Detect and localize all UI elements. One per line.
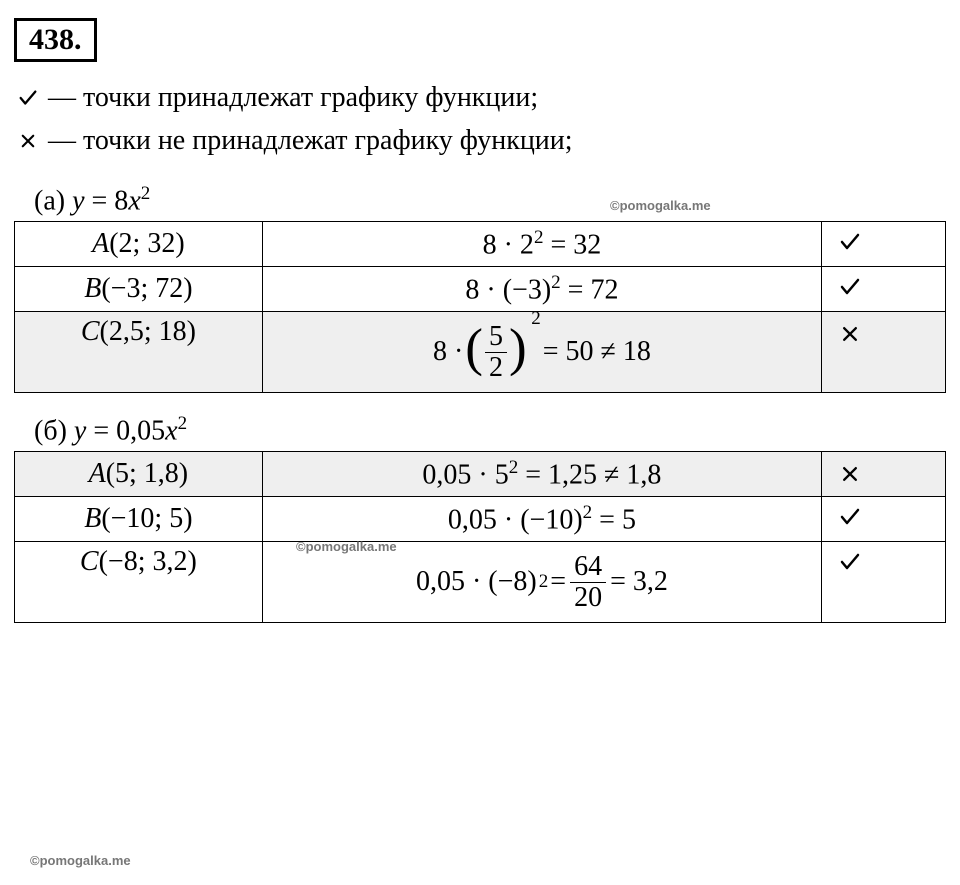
- table-row: A(5; 1,8)0,05 · 52 = 1,25 ≠ 1,8: [15, 452, 946, 497]
- result-cell: [822, 267, 946, 312]
- points-table: A(2; 32)8 · 22 = 32B(−3; 72)8 · (−3)2 = …: [14, 221, 946, 393]
- result-cell: [822, 452, 946, 497]
- problem-number: 438.: [14, 18, 97, 62]
- result-cell: [822, 222, 946, 267]
- table-row: C(−8; 3,2)0,05 · (−8)2 = 6420 = 3,2: [15, 542, 946, 623]
- section-label: (а) y = 8x2: [34, 183, 946, 217]
- point-cell: C(−8; 3,2): [15, 542, 263, 623]
- watermark: ©pomogalka.me: [296, 539, 397, 554]
- result-cell: [822, 312, 946, 393]
- calculation-cell: 8 · (52)2 = 50 ≠ 18: [262, 312, 821, 393]
- point-cell: A(5; 1,8): [15, 452, 263, 497]
- result-cell: [822, 542, 946, 623]
- watermark: ©pomogalka.me: [30, 853, 131, 868]
- calculation-cell: 0,05 · 52 = 1,25 ≠ 1,8: [262, 452, 821, 497]
- table-row: B(−10; 5)0,05 · (−10)2 = 5: [15, 497, 946, 542]
- check-icon: [836, 550, 864, 574]
- legend-belongs-row: — точки принадлежат графику функции;: [14, 76, 946, 119]
- cross-icon: [836, 324, 864, 344]
- watermark: ©pomogalka.me: [610, 198, 711, 213]
- point-cell: B(−3; 72): [15, 267, 263, 312]
- legend: — точки принадлежат графику функции; — т…: [14, 76, 946, 163]
- check-icon: [836, 505, 864, 529]
- legend-not-belongs-row: — точки не принадлежат графику функции;: [14, 119, 946, 162]
- legend-not-belongs-text: — точки не принадлежат графику функции;: [48, 119, 573, 162]
- legend-belongs-text: — точки принадлежат графику функции;: [48, 76, 538, 119]
- calculation-cell: 0,05 · (−10)2 = 5: [262, 497, 821, 542]
- cross-icon: [836, 464, 864, 484]
- section-label: (б) y = 0,05x2: [34, 413, 946, 447]
- calculation-cell: 8 · 22 = 32: [262, 222, 821, 267]
- table-row: C(2,5; 18)8 · (52)2 = 50 ≠ 18: [15, 312, 946, 393]
- check-icon: [14, 87, 42, 109]
- point-cell: A(2; 32): [15, 222, 263, 267]
- check-icon: [836, 230, 864, 254]
- points-table: A(5; 1,8)0,05 · 52 = 1,25 ≠ 1,8B(−10; 5)…: [14, 451, 946, 623]
- calculation-cell: 8 · (−3)2 = 72: [262, 267, 821, 312]
- table-row: A(2; 32)8 · 22 = 32: [15, 222, 946, 267]
- point-cell: B(−10; 5): [15, 497, 263, 542]
- table-row: B(−3; 72)8 · (−3)2 = 72: [15, 267, 946, 312]
- cross-icon: [14, 132, 42, 150]
- result-cell: [822, 497, 946, 542]
- check-icon: [836, 275, 864, 299]
- point-cell: C(2,5; 18): [15, 312, 263, 393]
